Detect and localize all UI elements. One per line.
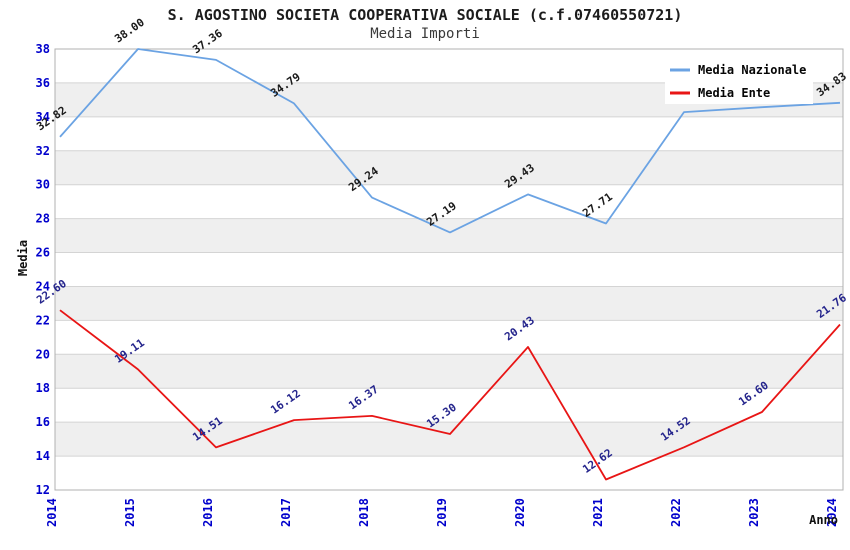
y-axis-label: Media [16,240,30,276]
band [55,184,843,219]
series-line-media-nazionale [59,48,841,234]
band [55,116,843,151]
band [55,354,843,389]
y-tick-label: 22 [36,313,50,327]
x-tick-label: 2019 [435,498,449,527]
x-tick-label: 2022 [669,498,683,527]
point-label: 38.00 [112,16,147,46]
plot-border [54,48,844,491]
x-tick-label: 2015 [123,498,137,527]
plot-gridlines [55,82,843,457]
x-tick-label: 2021 [591,498,605,527]
x-tick-label: 2024 [825,498,839,527]
y-tick-label: 32 [36,144,50,158]
series-line-media-ente [59,309,841,481]
band [55,150,843,185]
band [55,422,843,457]
chart-title: S. AGOSTINO SOCIETA COOPERATIVA SOCIALE … [168,6,683,24]
x-axis-tick-labels: 2014 2015 2016 2017 2018 2019 2020 2021 2022 2023… [45,498,839,527]
y-tick-label: 18 [36,381,50,395]
y-tick-label: 30 [36,178,50,192]
band [55,320,843,355]
band [55,252,843,287]
legend-box [665,56,813,104]
band [55,286,843,321]
y-tick-label: 24 [36,279,50,293]
plot-bands [55,49,843,490]
chart-subtitle: Media Importi [370,26,480,42]
y-tick-label: 26 [36,246,50,260]
y-tick-label: 16 [36,415,50,429]
legend: Media Nazionale Media Ente [665,56,813,104]
y-tick-label: 12 [36,483,50,497]
x-tick-label: 2016 [201,498,215,527]
y-tick-label: 20 [36,347,50,361]
y-tick-label: 36 [36,76,50,90]
x-tick-label: 2020 [513,498,527,527]
y-tick-label: 38 [36,42,50,56]
y-tick-label: 34 [36,110,50,124]
x-tick-label: 2018 [357,498,371,527]
y-axis-tick-labels: 12 14 16 18 20 22 24 26 28 30 32 34 36 38 [36,42,50,497]
x-tick-label: 2017 [279,498,293,527]
x-axis-label: Anno [809,513,838,527]
series-lines [59,48,841,481]
y-tick-label: 14 [36,449,50,463]
x-tick-label: 2023 [747,498,761,527]
legend-label-media-ente: Media Ente [698,86,770,100]
legend-label-media-nazionale: Media Nazionale [698,63,806,77]
band [55,456,843,490]
y-tick-label: 28 [36,212,50,226]
x-tick-label: 2014 [45,498,59,527]
band [55,218,843,253]
